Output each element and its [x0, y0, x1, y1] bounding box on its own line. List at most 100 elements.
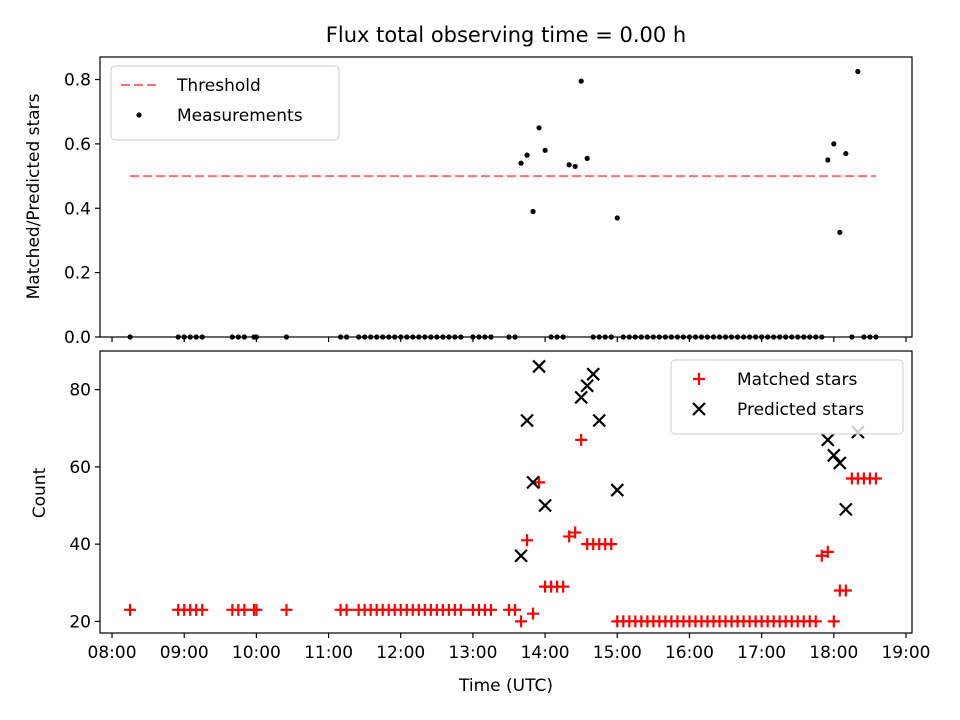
measurement-point: [698, 334, 705, 340]
measurement-point: [434, 334, 440, 340]
measurement-point: [542, 147, 548, 153]
measurement-point: [638, 334, 644, 340]
measurement-point: [861, 334, 867, 340]
predicted-star-point: [610, 483, 625, 497]
x-tick-label: 18:00: [809, 643, 858, 663]
measurement-point: [704, 334, 711, 340]
predicted-star-point: [514, 548, 528, 563]
matched-star-point: [280, 603, 293, 616]
legend-matched-swatch: [693, 373, 705, 385]
measurement-point: [428, 334, 434, 340]
measurement-point: [783, 334, 789, 340]
legend-label: Matched stars: [737, 370, 857, 390]
matched-star-point: [484, 603, 497, 616]
measurement-point: [253, 334, 259, 340]
measurement-point: [422, 334, 428, 340]
matched-star-point: [527, 607, 540, 620]
measurement-point: [710, 334, 717, 340]
measurement-point: [337, 334, 344, 340]
measurement-point: [229, 334, 235, 340]
measurement-point: [686, 334, 693, 340]
measurement-point: [825, 157, 831, 163]
measurement-point: [740, 334, 747, 340]
matched-star-point: [515, 615, 528, 628]
measurement-point: [566, 162, 572, 168]
measurement-point: [674, 334, 681, 340]
predicted-star-point: [538, 498, 552, 513]
measurement-point: [283, 334, 290, 340]
measurement-point: [765, 334, 771, 340]
measurement-point: [470, 334, 476, 340]
measurement-point: [753, 334, 759, 340]
y-tick-label: 0.4: [64, 199, 91, 219]
measurement-point: [548, 334, 554, 340]
matched-star-point: [533, 476, 546, 489]
x-tick-label: 08:00: [88, 643, 137, 663]
measurement-point: [734, 334, 741, 340]
measurement-point: [759, 334, 765, 340]
matched-star-point: [454, 603, 467, 616]
measurement-point: [831, 141, 837, 147]
measurement-point: [380, 334, 386, 340]
predicted-star-point: [526, 475, 540, 490]
measurement-point: [680, 334, 687, 340]
measurement-point: [608, 334, 614, 340]
matched-star-point: [250, 603, 263, 616]
y-tick-label: 0.2: [64, 264, 91, 284]
top-y-axis-label: Matched/Predicted stars: [24, 93, 44, 299]
measurement-point: [668, 334, 675, 340]
measurement-point: [807, 334, 813, 340]
y-tick-label: 0.0: [64, 328, 91, 348]
chart-title: Flux total observing time = 0.00 h: [326, 23, 686, 47]
x-axis-label: Time (UTC): [458, 676, 553, 696]
legend-label: Predicted stars: [737, 400, 864, 420]
measurement-point: [813, 334, 819, 340]
measurement-point: [398, 334, 404, 340]
matched-star-point: [521, 534, 534, 547]
bottom-y-axis-label: Count: [30, 467, 50, 518]
measurement-point: [416, 334, 422, 340]
measurement-point: [386, 334, 392, 340]
matched-star-point: [815, 549, 828, 562]
measurement-point: [771, 334, 777, 340]
measurement-point: [181, 334, 187, 340]
legend-label: Threshold: [176, 76, 261, 96]
measurement-point: [777, 334, 783, 340]
x-tick-label: 14:00: [521, 643, 570, 663]
measurement-point: [440, 334, 446, 340]
measurement-point: [488, 334, 494, 340]
predicted-star-point: [580, 378, 594, 393]
predicted-star-point: [827, 448, 841, 463]
matched-star-point: [839, 584, 852, 597]
bottom-axes: 20 40 60 80 08:00 09:00 10:00 11:00 12:00 13:00 14…: [69, 350, 930, 663]
measurement-point: [392, 334, 398, 340]
predicted-star-point: [520, 413, 534, 428]
x-tick-label: 17:00: [737, 643, 786, 663]
y-tick-label: 60: [69, 458, 91, 478]
measurement-point: [716, 334, 723, 340]
measurement-point: [873, 334, 879, 340]
measurement-point: [632, 334, 638, 340]
measurement-point: [801, 334, 807, 340]
axes-frame: [99, 56, 913, 338]
measurement-point: [175, 334, 181, 340]
measurement-point: [650, 334, 656, 340]
measurement-point: [849, 334, 855, 340]
measurement-point: [193, 334, 199, 340]
matched-star-point: [605, 538, 618, 551]
x-tick-label: 11:00: [304, 643, 353, 663]
measurement-point: [362, 334, 368, 340]
measurement-point: [837, 229, 843, 236]
measurement-point: [747, 334, 753, 340]
y-tick-label: 80: [69, 381, 91, 401]
measurement-point: [554, 334, 560, 340]
measurement-point: [728, 334, 735, 340]
measurement-point: [620, 334, 626, 340]
measurement-point: [530, 208, 536, 215]
measurement-point: [476, 334, 482, 340]
measurement-point: [524, 152, 530, 158]
measurement-point: [560, 334, 566, 340]
measurement-point: [795, 334, 801, 340]
measurement-point: [614, 215, 620, 221]
